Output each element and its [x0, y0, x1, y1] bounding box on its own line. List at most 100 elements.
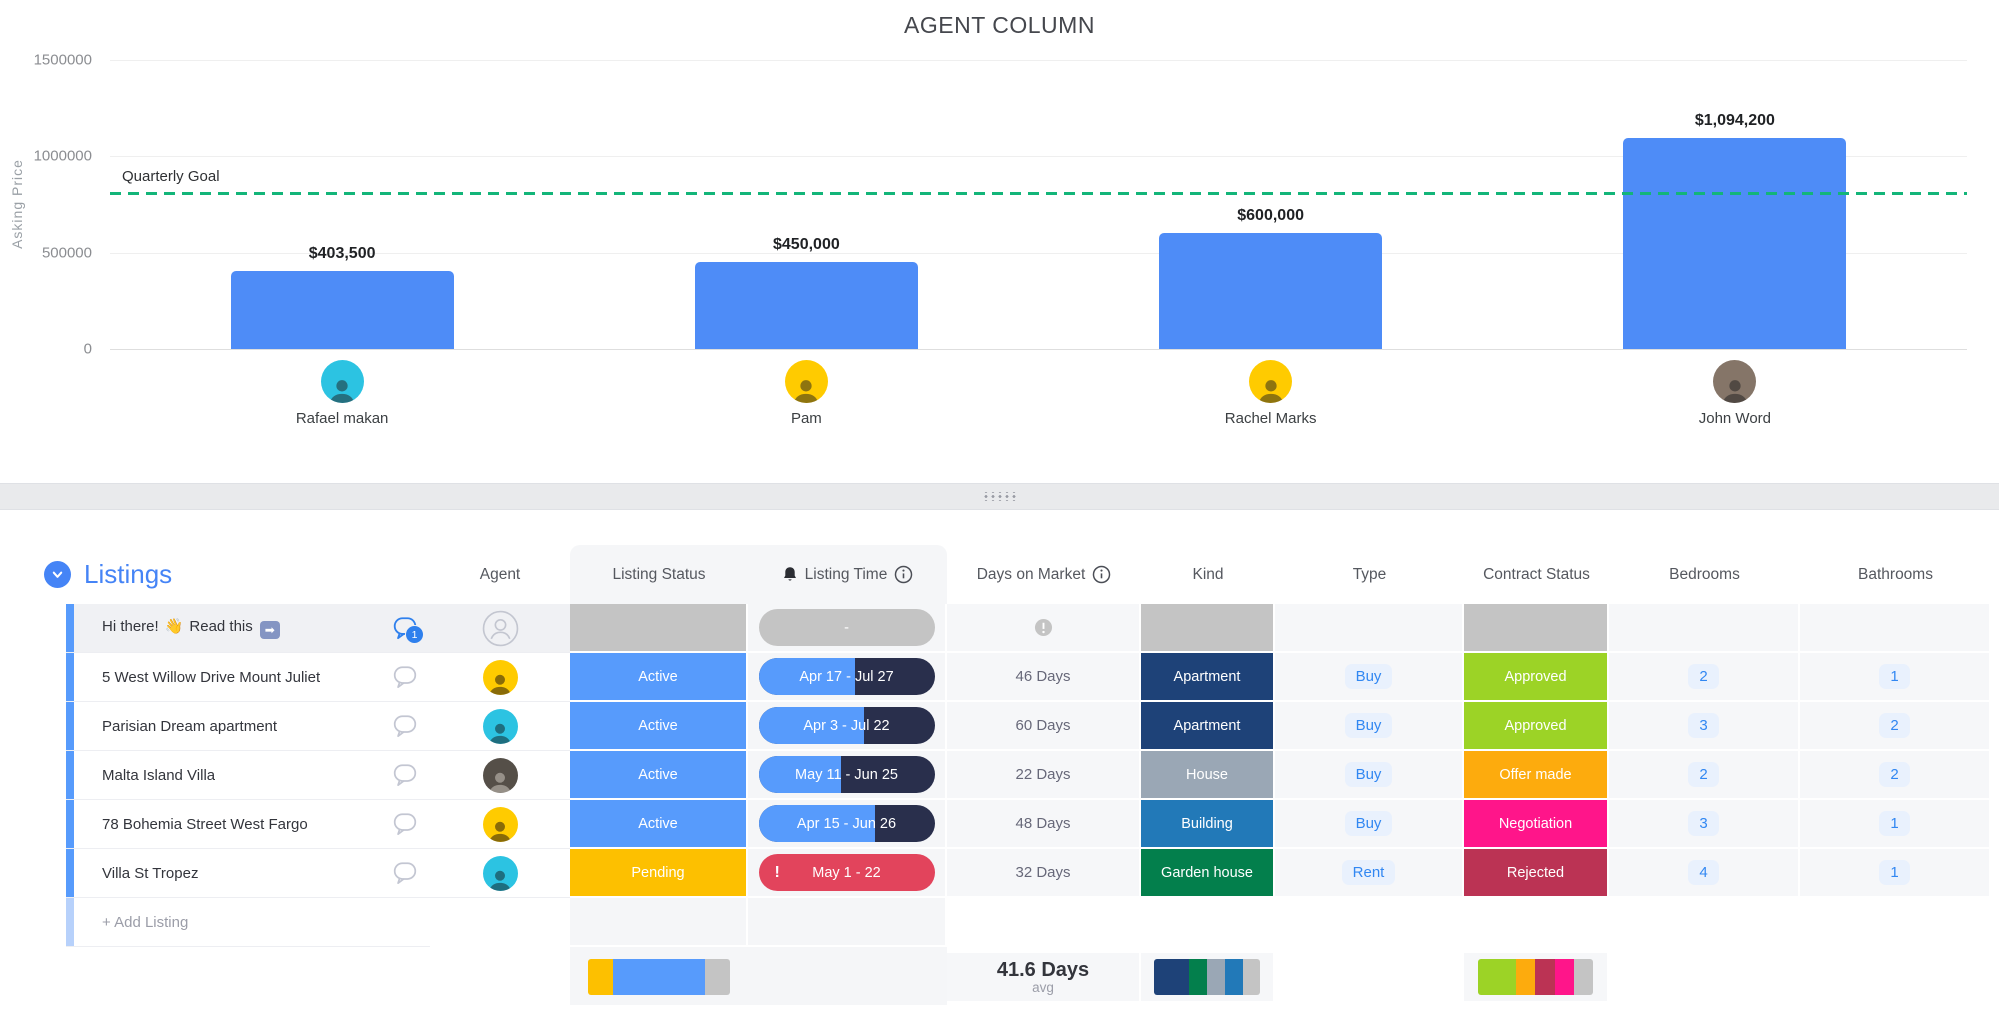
- contract-status-cell[interactable]: Approved: [1464, 653, 1609, 702]
- listing-status-cell[interactable]: [570, 604, 748, 653]
- item-name-cell[interactable]: Malta Island Villa: [66, 751, 430, 800]
- listing-status-cell[interactable]: Active: [570, 800, 748, 849]
- info-icon[interactable]: [1092, 565, 1111, 584]
- timeline-pill[interactable]: -: [758, 609, 935, 646]
- column-header-bedrooms[interactable]: Bedrooms: [1669, 565, 1740, 583]
- column-header-agent[interactable]: Agent: [479, 565, 521, 583]
- splitter-drag-handle-icon[interactable]: [981, 492, 1018, 501]
- kind-summary[interactable]: [1141, 953, 1275, 1001]
- agent-cell[interactable]: [430, 800, 570, 849]
- contract-status-cell[interactable]: Offer made: [1464, 751, 1609, 800]
- item-name-cell[interactable]: Villa St Tropez: [66, 849, 430, 898]
- timeline-pill[interactable]: Apr 15 - Jun 26: [758, 805, 935, 842]
- open-updates-button[interactable]: [392, 811, 418, 837]
- kind-cell[interactable]: Apartment: [1141, 702, 1275, 751]
- listing-time-cell[interactable]: Apr 17 - Jul 27: [748, 653, 947, 702]
- timeline-pill[interactable]: ! May 1 - 22: [758, 854, 935, 891]
- chart-bar[interactable]: [694, 262, 918, 349]
- bedrooms-cell[interactable]: 4: [1609, 849, 1800, 898]
- bedrooms-cell[interactable]: [1609, 604, 1800, 653]
- open-updates-button[interactable]: [392, 762, 418, 788]
- listing-status-cell[interactable]: Active: [570, 653, 748, 702]
- bathrooms-cell[interactable]: 1: [1800, 653, 1991, 702]
- bathrooms-cell[interactable]: 2: [1800, 751, 1991, 800]
- timeline-pill[interactable]: Apr 3 - Jul 22: [758, 707, 935, 744]
- listing-status-cell[interactable]: Active: [570, 751, 748, 800]
- type-cell[interactable]: Buy: [1275, 751, 1464, 800]
- type-cell[interactable]: Buy: [1275, 800, 1464, 849]
- listing-time-cell[interactable]: -: [748, 604, 947, 653]
- bathrooms-cell[interactable]: 1: [1800, 800, 1991, 849]
- panel-splitter[interactable]: [0, 483, 1999, 510]
- days-on-market-average[interactable]: 41.6 Days avg: [947, 953, 1141, 1001]
- group-collapse-button[interactable]: [44, 561, 71, 588]
- type-cell[interactable]: [1275, 604, 1464, 653]
- agent-cell[interactable]: [430, 849, 570, 898]
- bedrooms-cell[interactable]: 3: [1609, 702, 1800, 751]
- days-on-market-cell[interactable]: 48 Days: [947, 800, 1141, 849]
- column-header-contract-status[interactable]: Contract Status: [1483, 565, 1590, 583]
- listing-time-cell[interactable]: Apr 15 - Jun 26: [748, 800, 947, 849]
- listing-time-cell[interactable]: May 11 - Jun 25: [748, 751, 947, 800]
- contract-distribution-bar[interactable]: [1478, 959, 1593, 995]
- bedrooms-cell[interactable]: 2: [1609, 653, 1800, 702]
- contract-status-cell[interactable]: Negotiation: [1464, 800, 1609, 849]
- type-cell[interactable]: Rent: [1275, 849, 1464, 898]
- days-on-market-cell[interactable]: 60 Days: [947, 702, 1141, 751]
- kind-cell[interactable]: Apartment: [1141, 653, 1275, 702]
- open-updates-button[interactable]: 1: [392, 615, 424, 644]
- agent-cell[interactable]: [430, 604, 570, 653]
- column-header-listing-status[interactable]: Listing Status: [612, 565, 706, 583]
- open-updates-button[interactable]: [392, 860, 418, 886]
- bedrooms-cell[interactable]: 3: [1609, 800, 1800, 849]
- kind-cell[interactable]: Garden house: [1141, 849, 1275, 898]
- timeline-pill[interactable]: May 11 - Jun 25: [758, 756, 935, 793]
- chart-bar[interactable]: [1623, 138, 1847, 349]
- contract-status-cell[interactable]: [1464, 604, 1609, 653]
- type-cell[interactable]: Buy: [1275, 702, 1464, 751]
- days-on-market-cell[interactable]: 46 Days: [947, 653, 1141, 702]
- kind-cell[interactable]: [1141, 604, 1275, 653]
- open-updates-button[interactable]: [392, 664, 418, 690]
- days-on-market-cell[interactable]: 22 Days: [947, 751, 1141, 800]
- bathrooms-cell[interactable]: [1800, 604, 1991, 653]
- chart-bar[interactable]: [230, 271, 454, 349]
- listing-status-cell[interactable]: Active: [570, 702, 748, 751]
- kind-cell[interactable]: House: [1141, 751, 1275, 800]
- add-listing-button[interactable]: + Add Listing: [66, 898, 430, 947]
- contract-status-cell[interactable]: Rejected: [1464, 849, 1609, 898]
- listing-status-cell[interactable]: Pending: [570, 849, 748, 898]
- item-name-cell[interactable]: 78 Bohemia Street West Fargo: [66, 800, 430, 849]
- column-header-kind[interactable]: Kind: [1192, 565, 1224, 583]
- status-distribution-bar[interactable]: [587, 959, 731, 995]
- days-on-market-cell[interactable]: [947, 604, 1141, 653]
- agent-cell[interactable]: [430, 751, 570, 800]
- kind-distribution-bar[interactable]: [1154, 959, 1260, 995]
- item-name-cell[interactable]: Parisian Dream apartment: [66, 702, 430, 751]
- agent-cell[interactable]: [430, 653, 570, 702]
- contract-status-summary[interactable]: [1464, 953, 1609, 1001]
- timeline-pill[interactable]: Apr 17 - Jul 27: [758, 658, 935, 695]
- listing-time-cell[interactable]: ! May 1 - 22: [748, 849, 947, 898]
- type-cell[interactable]: Buy: [1275, 653, 1464, 702]
- bathrooms-cell[interactable]: 1: [1800, 849, 1991, 898]
- column-header-listing-time[interactable]: Listing Time: [748, 565, 947, 584]
- days-on-market-cell[interactable]: 32 Days: [947, 849, 1141, 898]
- contract-status-cell[interactable]: Approved: [1464, 702, 1609, 751]
- bedrooms-cell[interactable]: 2: [1609, 751, 1800, 800]
- item-name-cell[interactable]: 5 West Willow Drive Mount Juliet: [66, 653, 430, 702]
- column-header-bathrooms[interactable]: Bathrooms: [1858, 565, 1933, 583]
- column-header-type[interactable]: Type: [1352, 565, 1387, 583]
- info-icon[interactable]: [894, 565, 913, 584]
- listing-status-summary[interactable]: [570, 953, 748, 1001]
- column-header-days-on-market[interactable]: Days on Market: [947, 565, 1141, 584]
- open-updates-button[interactable]: [392, 713, 418, 739]
- group-title[interactable]: Listings: [84, 559, 173, 589]
- item-name-cell[interactable]: Hi there! 👋 Read this ➡ 1: [66, 604, 430, 653]
- chart-bar[interactable]: [1159, 233, 1383, 349]
- agent-cell[interactable]: [430, 702, 570, 751]
- bathrooms-cell[interactable]: 2: [1800, 702, 1991, 751]
- arrow-right-emoji: ➡: [259, 621, 280, 639]
- kind-cell[interactable]: Building: [1141, 800, 1275, 849]
- listing-time-cell[interactable]: Apr 3 - Jul 22: [748, 702, 947, 751]
